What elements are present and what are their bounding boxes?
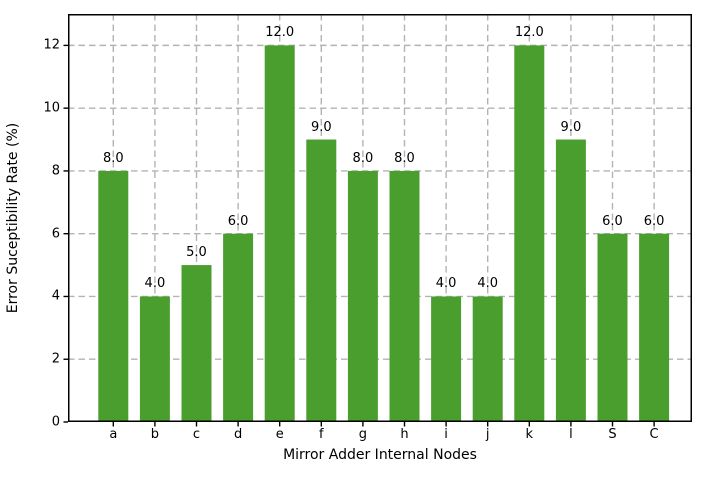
bar-c xyxy=(181,265,212,422)
axes-frame xyxy=(68,14,692,422)
plot-area xyxy=(63,14,692,427)
bar-value-label: 6.0 xyxy=(227,213,249,229)
x-tick-label: k xyxy=(525,427,534,442)
bar-value-label: 5.0 xyxy=(186,245,207,261)
y-tick-label: 2 xyxy=(51,351,60,367)
bar-value-label: 6.0 xyxy=(602,213,623,229)
x-tick-label: l xyxy=(569,427,573,442)
x-tick-label: b xyxy=(150,427,160,442)
bar-g xyxy=(347,170,378,422)
x-axis-title: Mirror Adder Internal Nodes xyxy=(283,447,477,463)
x-tick-label: i xyxy=(444,427,448,442)
bar-k xyxy=(514,45,545,422)
bar-value-label: 4.0 xyxy=(435,276,457,292)
x-tick-label: a xyxy=(109,427,118,442)
bar-value-label: 12.0 xyxy=(265,25,295,41)
bar-value-label: 8.0 xyxy=(102,150,124,166)
bar-l xyxy=(555,139,586,422)
x-tick-label: g xyxy=(358,427,368,442)
bar-C xyxy=(639,233,670,422)
bar-j xyxy=(472,296,503,422)
y-tick-label: 4 xyxy=(51,288,60,304)
x-tick-label: c xyxy=(192,427,201,442)
y-tick-label: 12 xyxy=(43,37,60,53)
bar-value-label: 6.0 xyxy=(643,213,665,229)
x-tick-label: j xyxy=(485,427,490,442)
bar-a xyxy=(98,170,129,422)
bar-value-label: 9.0 xyxy=(560,119,582,135)
bar-b xyxy=(139,296,170,422)
bar-i xyxy=(431,296,462,422)
bar-e xyxy=(264,45,295,422)
x-tick-label: f xyxy=(319,427,324,442)
y-axis-title: Error Suceptibility Rate (%) xyxy=(5,122,21,314)
x-tick-label: h xyxy=(400,427,409,442)
bar-S xyxy=(597,233,628,422)
x-tick-label: S xyxy=(608,427,617,442)
bar-value-label: 8.0 xyxy=(352,150,374,166)
bar-value-label: 9.0 xyxy=(310,119,332,135)
bar-value-label: 4.0 xyxy=(144,276,166,292)
bar-f xyxy=(306,139,337,422)
x-tick-label: C xyxy=(649,427,659,442)
bar-value-label: 12.0 xyxy=(514,25,544,41)
x-tick-label: e xyxy=(275,427,284,442)
x-tick-label: d xyxy=(233,427,243,442)
y-tick-label: 6 xyxy=(51,226,60,242)
bar-h xyxy=(389,170,420,422)
bar-d xyxy=(223,233,254,422)
y-tick-label: 8 xyxy=(51,163,60,179)
bar-value-label: 8.0 xyxy=(394,150,415,166)
y-tick-label: 10 xyxy=(43,100,60,116)
bar-value-label: 4.0 xyxy=(477,276,499,292)
y-tick-label: 0 xyxy=(51,414,60,430)
